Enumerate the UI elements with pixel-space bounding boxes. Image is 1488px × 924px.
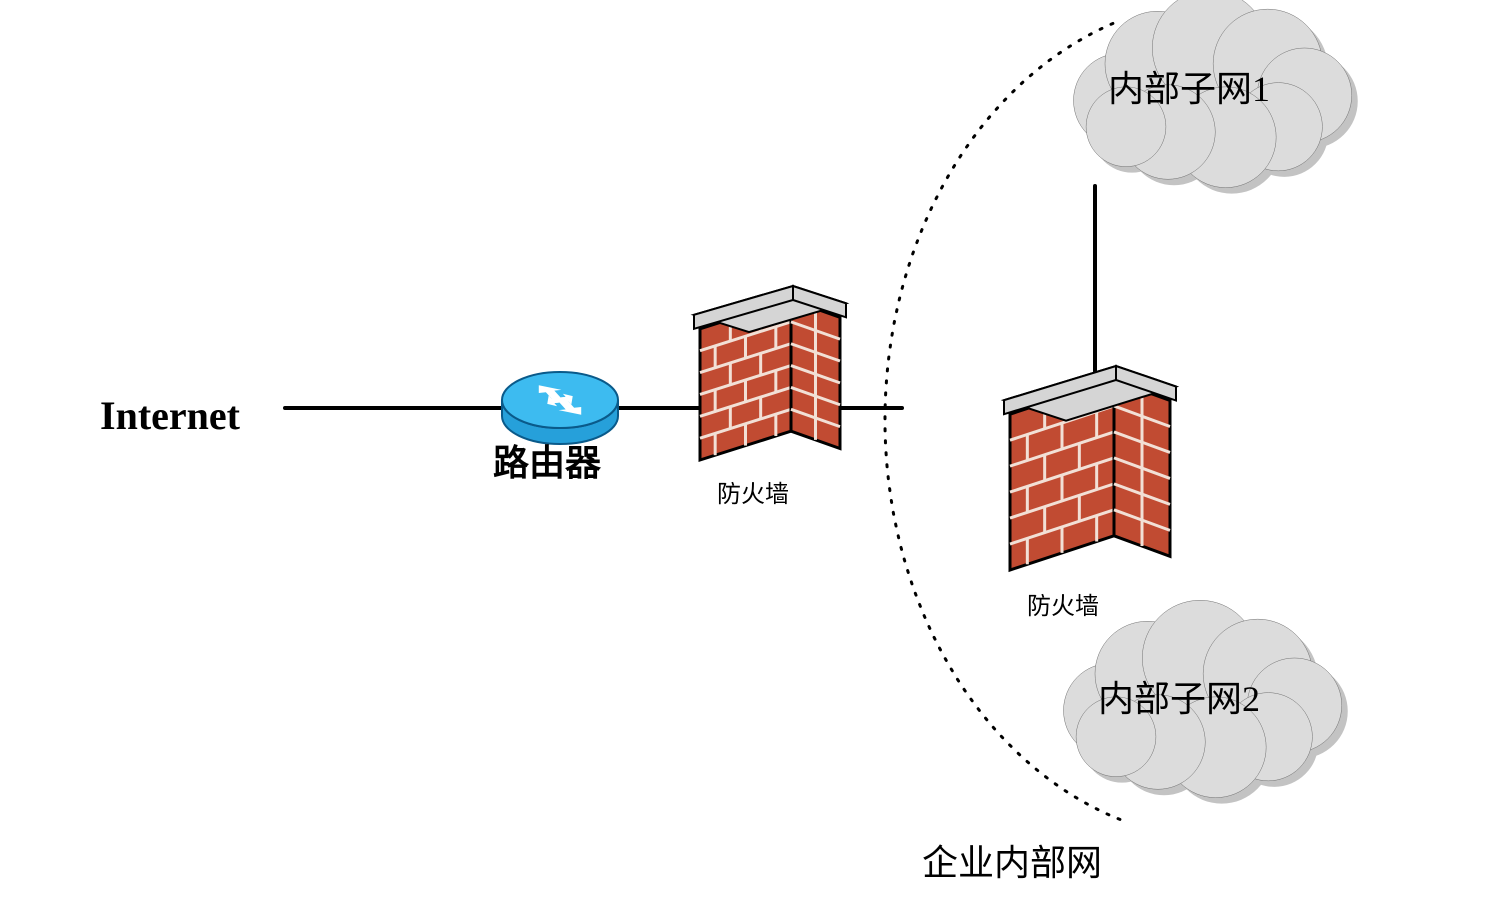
subnet-clouds <box>0 0 1488 924</box>
internet-label: Internet <box>100 392 240 439</box>
intranet-boundary-arc <box>0 0 1488 924</box>
firewall-1-label: 防火墙 <box>717 474 789 509</box>
router-label: 路由器 <box>493 434 601 486</box>
firewall-2-label: 防火墙 <box>1027 586 1099 621</box>
router-icon <box>0 0 1488 924</box>
diagram-stage: Internet 路由器 防火墙 防火墙 内部子网1 内部子网2 企业内部网 <box>0 0 1488 924</box>
connection-lines <box>0 0 1488 924</box>
subnet-2-label: 内部子网2 <box>1098 670 1260 722</box>
enterprise-intranet-label: 企业内部网 <box>922 834 1102 886</box>
subnet-1-label: 内部子网1 <box>1108 60 1270 112</box>
firewall-icons <box>0 0 1488 924</box>
